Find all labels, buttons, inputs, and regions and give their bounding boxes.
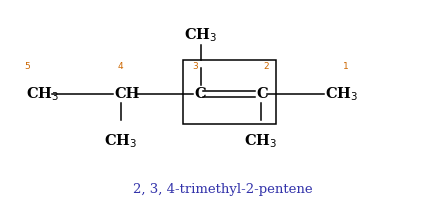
Text: 3: 3 (192, 62, 198, 72)
Text: CH$_3$: CH$_3$ (244, 132, 277, 150)
Text: CH: CH (115, 87, 140, 101)
Text: 1: 1 (343, 62, 348, 72)
Text: CH$_3$: CH$_3$ (26, 85, 59, 103)
Bar (183, 60, 276, 124)
Text: 2, 3, 4-trimethyl-2-pentene: 2, 3, 4-trimethyl-2-pentene (133, 183, 313, 196)
Text: C: C (194, 87, 206, 101)
Text: 5: 5 (25, 62, 30, 72)
Text: 4: 4 (117, 62, 123, 72)
Text: 2: 2 (263, 62, 268, 72)
Text: CH$_3$: CH$_3$ (104, 132, 138, 150)
Text: CH$_3$: CH$_3$ (325, 85, 358, 103)
Text: C: C (256, 87, 268, 101)
Text: CH$_3$: CH$_3$ (184, 26, 218, 43)
